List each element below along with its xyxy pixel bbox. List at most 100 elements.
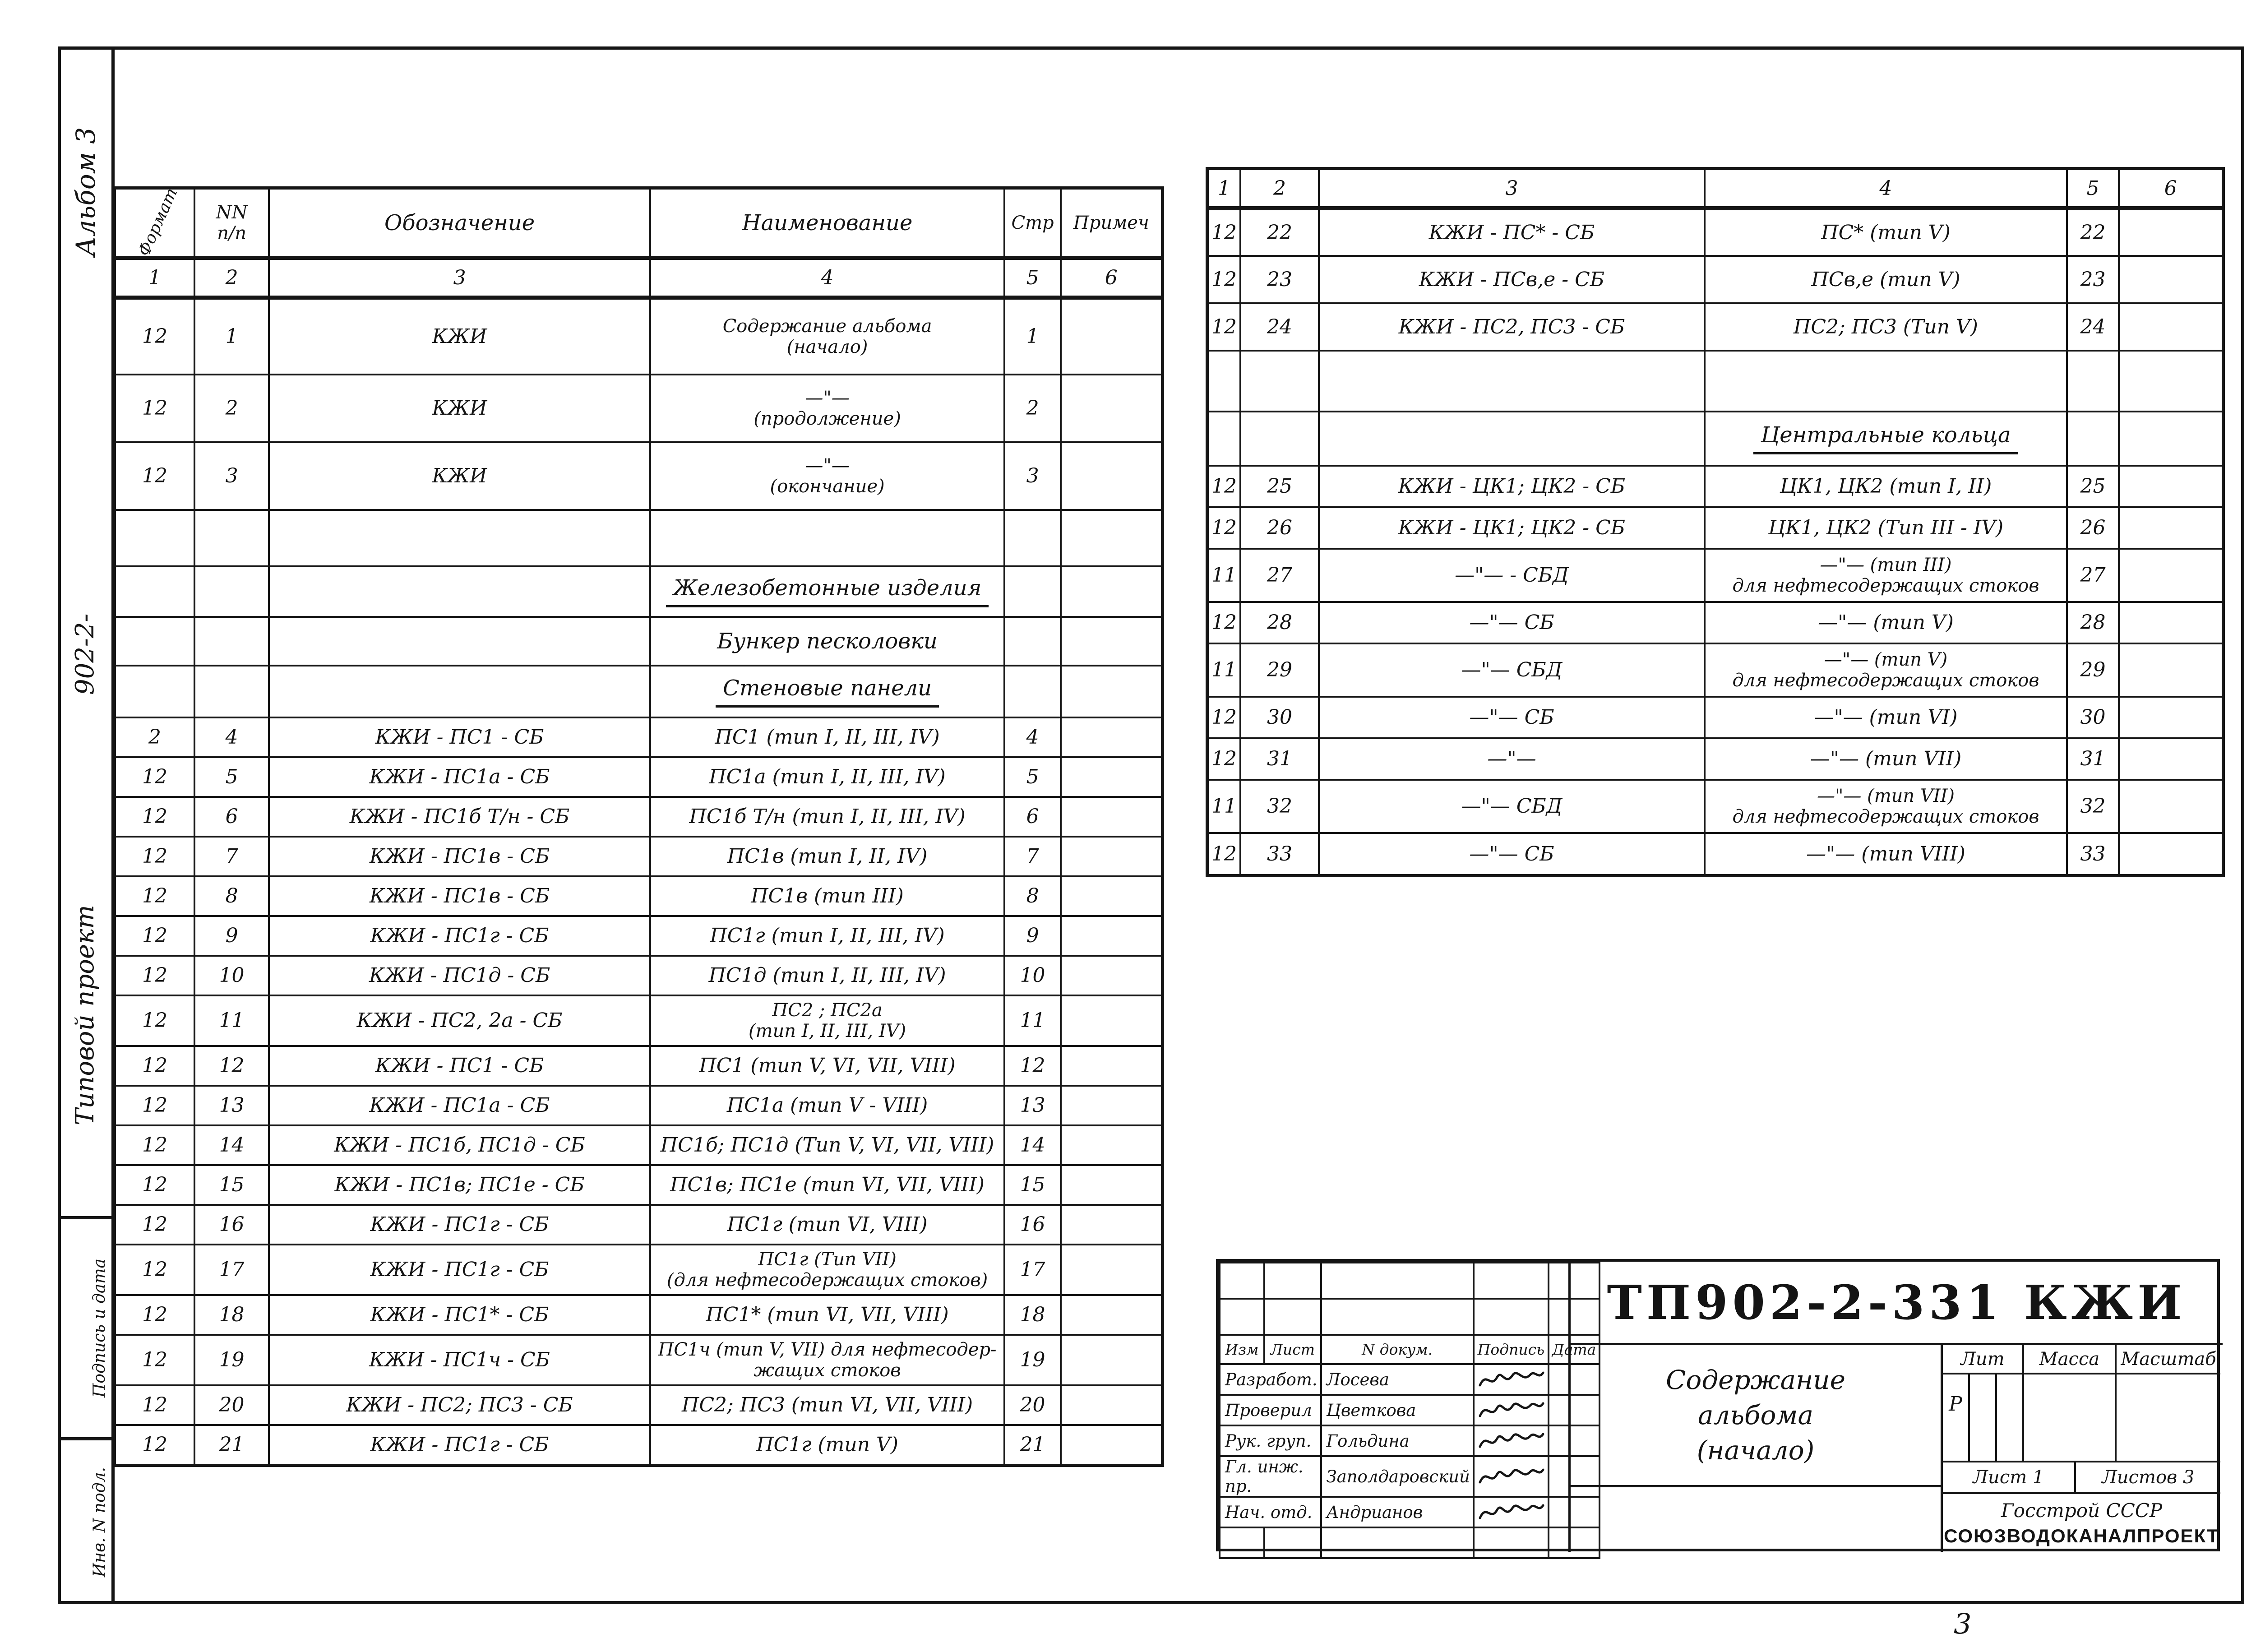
stamp-blank-row <box>1219 1298 1601 1336</box>
name-line: ПС1а (тип I, II, III, IV) <box>709 765 946 788</box>
name-line: ПС1г (тип VI, VIII) <box>727 1213 928 1236</box>
stamp-header-row: Изм Лист N докум. Подпись Дата <box>1219 1334 1601 1365</box>
signature-date-cell <box>1547 1394 1601 1426</box>
col-designation: КЖИ - ПС2, ПС3 - СБ <box>1318 302 1706 352</box>
table-row: 2 4 КЖИ - ПС1 - СБ ПС1 (тип I, II, III, IV)… <box>113 716 1164 758</box>
header-nn-line: NN <box>216 202 248 223</box>
col-page: 29 <box>2066 642 2120 698</box>
col-page: 8 <box>1003 875 1062 917</box>
name-line: —"— (тип V) <box>1818 611 1954 634</box>
col-designation: —"— - СБД <box>1318 547 1706 603</box>
col-note <box>1060 954 1164 996</box>
header-designation: Обозначение <box>268 187 652 260</box>
col-page: 9 <box>1003 915 1062 957</box>
col-page: 25 <box>2066 464 2120 508</box>
col-number: 24 <box>1239 302 1320 352</box>
header-format-label: Формат <box>134 185 181 259</box>
col-name: ПС1а (тип V - VIII) <box>649 1084 1006 1126</box>
table-row: 12 14 КЖИ - ПС1б, ПС1д - СБ ПС1б; ПС1д (Тип… <box>113 1124 1164 1166</box>
col-designation: —"— СБ <box>1318 832 1706 877</box>
col-page: 33 <box>2066 832 2120 877</box>
col-number: 17 <box>194 1243 270 1296</box>
col-format: 12 <box>1206 302 1241 352</box>
col-note <box>1060 509 1164 567</box>
col-name: ПС1а (тип I, II, III, IV) <box>649 756 1006 798</box>
col-number: 25 <box>1239 464 1320 508</box>
col-format: 12 <box>113 875 196 917</box>
scale-value-cell <box>2117 1374 2220 1462</box>
col-name: ПС1в (тип I, II, IV) <box>649 835 1006 877</box>
col-page: 5 <box>1003 756 1062 798</box>
name-line: (окончание) <box>770 476 885 497</box>
header-name: Наименование <box>649 187 1006 260</box>
table-row: 12 1 КЖИ Содержание альбома (начало) 1 <box>113 296 1164 375</box>
signature-mark <box>1479 1402 1544 1417</box>
signature-date-cell <box>1547 1425 1601 1457</box>
sidebar-box-signature-date: Подпись и дата <box>58 1216 115 1437</box>
col-designation: КЖИ - ПС1г - СБ <box>268 1424 652 1467</box>
col-format: 12 <box>113 1294 196 1336</box>
col-name: ПС1б; ПС1д (Тип V, VI, VII, VIII) <box>649 1124 1006 1166</box>
col-designation: КЖИ - ПС1а - СБ <box>268 756 652 798</box>
col-note <box>1060 1045 1164 1087</box>
col-note <box>1060 373 1164 443</box>
col-page: 11 <box>1003 994 1062 1047</box>
col-note <box>1060 994 1164 1047</box>
name-line: ПС* (тип V) <box>1821 221 1951 244</box>
signature-name: Лосева <box>1320 1363 1475 1396</box>
col-number: 1 <box>194 296 270 375</box>
col-format: 12 <box>1206 601 1241 644</box>
col-note <box>1060 875 1164 917</box>
col-designation <box>1318 410 1706 467</box>
col-page: 20 <box>1003 1384 1062 1426</box>
column-number: 1 <box>1206 167 1241 210</box>
table-row: 12 5 КЖИ - ПС1а - СБ ПС1а (тип I, II, III, … <box>113 756 1164 798</box>
col-designation: КЖИ - ПС2, 2а - СБ <box>268 994 652 1047</box>
sheet-number: Лист 1 <box>1943 1462 2076 1494</box>
col-name: ПС1г (тип V) <box>649 1424 1006 1467</box>
col-name: ПС1в (тип III) <box>649 875 1006 917</box>
sidebar-box-empty-col <box>58 1219 87 1437</box>
col-name: ПС1г (Тип VII) (для нефтесодержащих стоко… <box>649 1243 1006 1296</box>
col-designation: КЖИ - ПС2; ПС3 - СБ <box>268 1384 652 1426</box>
col-number: 4 <box>194 716 270 758</box>
sheets-total: Листов 3 <box>2076 1462 2220 1494</box>
stamp-header-cell: Дата <box>1547 1334 1601 1365</box>
col-note <box>2118 255 2224 304</box>
col-page: 3 <box>1003 441 1062 511</box>
col-number: 9 <box>194 915 270 957</box>
col-designation: КЖИ <box>268 296 652 375</box>
col-note <box>1060 1243 1164 1296</box>
col-name: ПС1г (тип VI, VIII) <box>649 1203 1006 1245</box>
col-format: 12 <box>1206 255 1241 304</box>
col-format: 12 <box>1206 506 1241 550</box>
col-format: 12 <box>113 1045 196 1087</box>
table-row: 11 27 —"— - СБД —"— (тип III) для нефтесодер… <box>1206 547 2224 603</box>
col-number: 2 <box>194 373 270 443</box>
table-row: 12 10 КЖИ - ПС1д - СБ ПС1д (тип I, II, III,… <box>113 954 1164 996</box>
col-name: —"— (тип III) для нефтесодержащих стоков <box>1704 547 2068 603</box>
col-number: 6 <box>194 796 270 838</box>
col-note <box>1060 1333 1164 1386</box>
col-number: 23 <box>1239 255 1320 304</box>
name-line: для нефтесодержащих стоков <box>1732 806 2039 827</box>
signature-mark <box>1479 1504 1544 1519</box>
col-designation: —"— <box>1318 737 1706 781</box>
col-format: 12 <box>1206 832 1241 877</box>
col-number: 5 <box>194 756 270 798</box>
sheet-frame <box>58 46 2244 1604</box>
sheet-subject: Содержание альбома (начало) <box>1568 1345 1943 1487</box>
col-number: 29 <box>1239 642 1320 698</box>
col-page <box>1003 664 1062 718</box>
signature-role: Рук. груп. <box>1219 1425 1322 1457</box>
table-row: 12 20 КЖИ - ПС2; ПС3 - СБ ПС2; ПС3 (тип VI,… <box>113 1384 1164 1426</box>
col-name: ПС1б Т/н (тип I, II, III, IV) <box>649 796 1006 838</box>
col-designation <box>268 509 652 567</box>
col-note <box>1060 1084 1164 1126</box>
table-row: 12 18 КЖИ - ПС1* - СБ ПС1* (тип VI, VII, VI… <box>113 1294 1164 1336</box>
name-line: ПС1в (тип III) <box>751 884 904 907</box>
table-row: 12 12 КЖИ - ПС1 - СБ ПС1 (тип V, VI, VII, V… <box>113 1045 1164 1087</box>
col-page: 23 <box>2066 255 2120 304</box>
col-format: 11 <box>1206 642 1241 698</box>
